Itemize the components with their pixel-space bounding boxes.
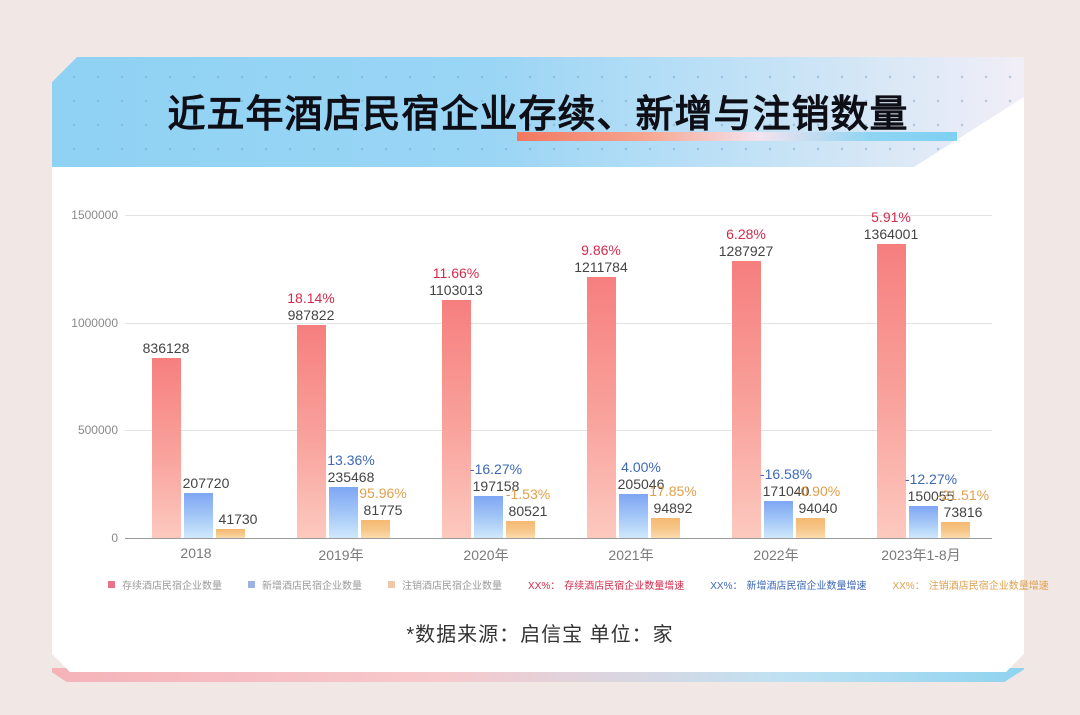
data-label-value: 81775 [363, 502, 403, 519]
data-label-growth: -0.90% [795, 482, 841, 499]
bar-new [618, 493, 648, 538]
bar-cancelled [360, 520, 390, 538]
legend-item[interactable]: 新增酒店民宿企业数量 [248, 577, 362, 592]
data-label-value: 197158 [472, 477, 520, 494]
bar-existing [296, 325, 326, 538]
data-label-growth: -12.27% [904, 470, 958, 487]
legend-item[interactable]: 注销酒店民宿企业数量 [388, 577, 502, 592]
x-axis-tick-label: 2020年 [463, 547, 509, 563]
data-label-value: 41730 [218, 511, 258, 527]
x-axis-tick-label: 2019年 [318, 547, 364, 563]
legend-label: 注销酒店民宿企业数量增速 [928, 581, 1049, 592]
chart-title: 近五年酒店民宿企业存续、新增与注销数量 [167, 92, 909, 136]
data-label-value: 150055 [907, 487, 955, 504]
data-label-growth: 9.86% [581, 242, 621, 259]
bar-cancelled [650, 517, 680, 538]
legend-item[interactable]: 存续酒店民宿企业数量 [108, 577, 222, 592]
chart-card: 近五年酒店民宿企业存续、新增与注销数量 [52, 57, 1024, 672]
y-axis-tick-label: 0 [111, 531, 118, 545]
data-label-growth: 5.91% [871, 209, 911, 226]
x-axis-tick-label: 2023年1-8月 [881, 547, 961, 563]
data-label-value: 171040 [762, 483, 810, 500]
data-label-value: 1364001 [863, 226, 919, 243]
data-label-value: 94040 [798, 499, 838, 516]
title-banner [52, 57, 1024, 167]
bar-existing [876, 244, 906, 538]
bar-new [763, 501, 793, 538]
data-label-growth: -21.51% [936, 487, 990, 504]
bar-cancelled [795, 517, 825, 538]
bar-new [473, 495, 503, 538]
gridline [125, 430, 992, 432]
gridline [125, 215, 992, 216]
x-axis-tick-label: 2022年 [753, 547, 799, 563]
data-label-value: 80521 [508, 502, 548, 519]
y-axis-tick-label: 500000 [77, 423, 118, 438]
bar-cancelled [940, 522, 970, 538]
legend-item[interactable]: XX%： 存续酒店民宿企业数量增速 [528, 577, 684, 592]
bar-existing [586, 277, 616, 538]
data-label-value: 94892 [653, 499, 693, 516]
bar-new [183, 493, 213, 538]
data-label-growth: -1.53% [505, 485, 551, 502]
bar-cancelled [505, 520, 535, 538]
data-label-value: 205046 [617, 475, 665, 492]
data-source-note: *数据来源：启信宝 单位：家 [406, 624, 674, 646]
legend-item[interactable]: XX%： 新增酒店民宿企业数量增速 [710, 577, 866, 592]
bar-cancelled [215, 529, 245, 538]
data-label-growth: 18.14% [287, 290, 335, 307]
x-axis-tick-label: 2018 [180, 545, 212, 561]
y-axis-tick-label: 1500000 [71, 208, 118, 222]
data-label-growth: -16.58% [759, 466, 813, 483]
data-label-value: 1103013 [429, 282, 483, 299]
data-label-value: 1287927 [718, 242, 774, 259]
data-label-value: 1211784 [574, 259, 628, 276]
gridline [125, 322, 992, 324]
data-label-value: 73816 [943, 504, 983, 521]
data-label-growth: -16.27% [469, 460, 523, 477]
chart-legend: 存续酒店民宿企业数量 新增酒店民宿企业数量 注销酒店民宿企业数量 XX%： 存续酒店民宿… [108, 577, 1075, 592]
legend-label: 新增酒店民宿企业数量 [262, 581, 362, 592]
legend-label: 新增酒店民宿企业数量增速 [746, 581, 867, 592]
data-label-growth: 95.96% [359, 485, 407, 502]
legend-swatch-icon [388, 581, 395, 588]
legend-prefix: XX%： [710, 581, 743, 592]
data-label-growth: 17.85% [649, 482, 697, 499]
y-axis-tick-label: 1000000 [71, 315, 118, 330]
bar-new [328, 487, 358, 538]
legend-swatch-icon [248, 581, 255, 588]
data-label-growth: 13.36% [327, 452, 375, 469]
data-label-value: 836128 [142, 339, 190, 356]
x-axis-line [125, 538, 992, 539]
data-label-value: 987822 [287, 307, 335, 324]
data-label-growth: 6.28% [726, 225, 766, 242]
x-axis-tick-label: 2021年 [608, 547, 654, 563]
data-label-value: 235468 [327, 469, 375, 486]
legend-prefix: XX%： [528, 581, 561, 592]
title-underline [517, 132, 957, 141]
data-label-growth: 11.66% [432, 265, 480, 282]
bar-existing [151, 357, 181, 538]
legend-prefix: XX%： [892, 581, 925, 592]
bar-existing [441, 300, 471, 538]
legend-label: 存续酒店民宿企业数量 [122, 581, 222, 592]
legend-swatch-icon [108, 581, 115, 588]
legend-label: 存续酒店民宿企业数量增速 [564, 581, 685, 592]
legend-label: 注销酒店民宿企业数量 [402, 581, 502, 592]
data-label-growth: 4.00% [621, 458, 661, 475]
bar-new [908, 505, 938, 538]
legend-item[interactable]: XX%： 注销酒店民宿企业数量增速 [892, 577, 1048, 592]
data-label-value: 207720 [182, 475, 230, 492]
bar-existing [731, 260, 761, 538]
